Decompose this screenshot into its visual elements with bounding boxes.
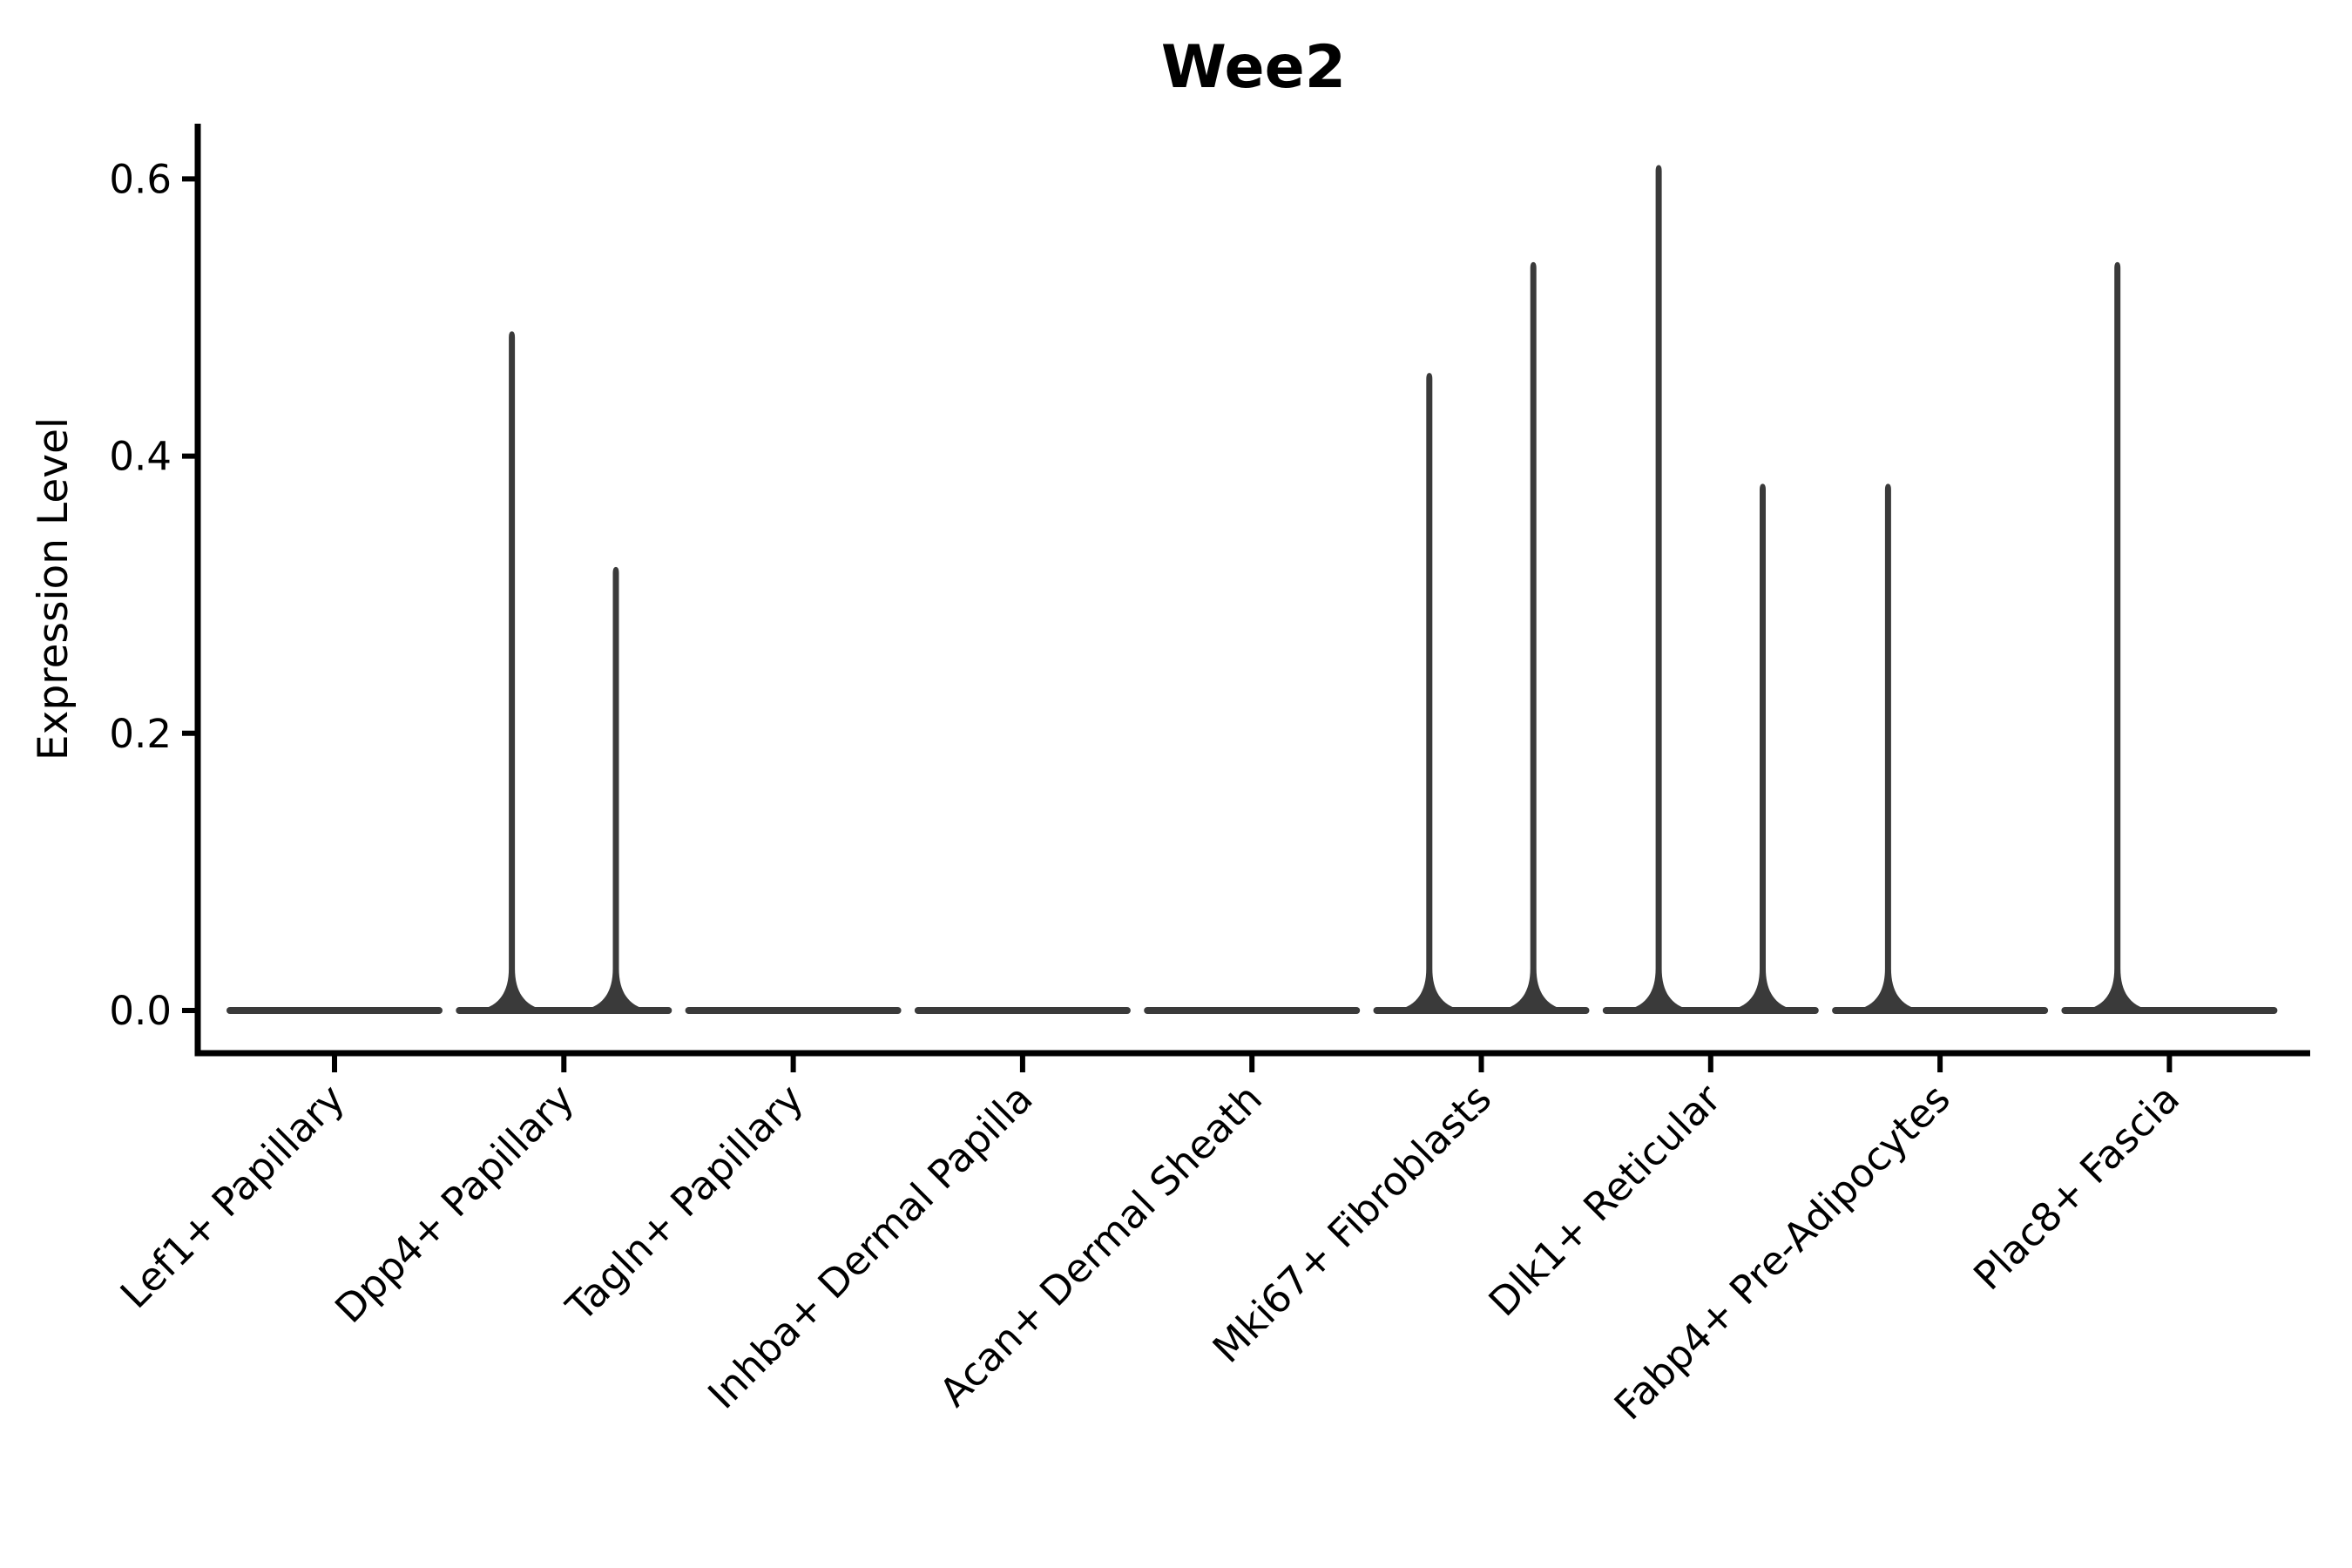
y-tick-label: 0.2 bbox=[109, 711, 172, 757]
y-tick-label: 0.4 bbox=[109, 434, 172, 480]
violin-spike bbox=[583, 566, 649, 1010]
x-tick-label: Tagln+ Papillary bbox=[557, 1075, 812, 1330]
violin-spike bbox=[1729, 483, 1796, 1010]
x-tick-label: Plac8+ Fascia bbox=[1964, 1075, 2188, 1299]
y-axis-ticks: 0.0 0.2 0.4 0.6 bbox=[109, 156, 198, 1034]
violin-spike bbox=[2084, 261, 2151, 1010]
x-tick-label: Dpp4+ Papillary bbox=[326, 1075, 583, 1332]
violin-spike bbox=[1855, 483, 1922, 1010]
y-tick-label: 0.6 bbox=[109, 156, 172, 202]
violin-spike bbox=[1625, 165, 1693, 1010]
y-tick-label: 0.0 bbox=[109, 988, 172, 1034]
x-tick-label: Lef1+ Papillary bbox=[112, 1075, 354, 1317]
violin-spike bbox=[478, 331, 545, 1010]
x-tick-label: Dlk1+ Reticular bbox=[1480, 1075, 1730, 1325]
violin-spike bbox=[1396, 373, 1463, 1010]
violins-layer bbox=[226, 165, 2278, 1014]
y-axis-label: Expression Level bbox=[30, 417, 78, 760]
chart-title: Wee2 bbox=[1161, 33, 1346, 102]
violin-spike bbox=[1500, 261, 1567, 1010]
